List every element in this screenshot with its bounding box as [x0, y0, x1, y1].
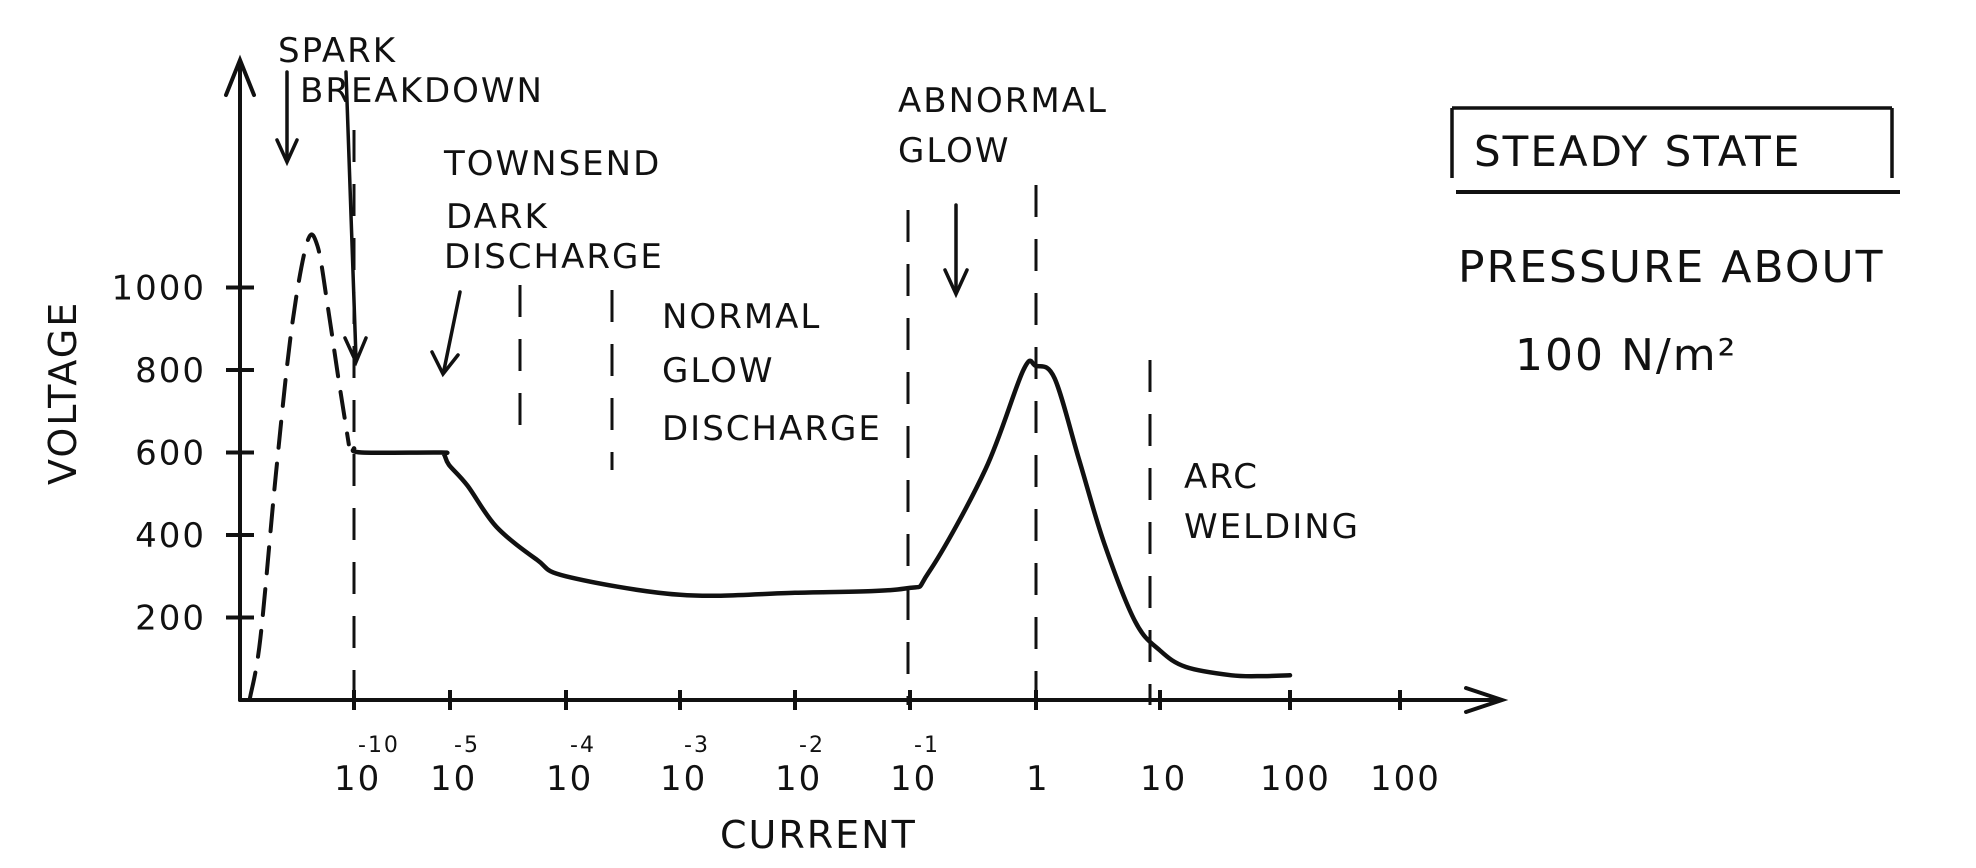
y-tick-label: 800 — [135, 351, 206, 391]
dark-arrow-shaft — [442, 290, 462, 372]
spark-breakdown-curve — [248, 232, 351, 700]
x-tick-label: 100 — [1370, 759, 1441, 799]
label-normal-line2: GLOW — [662, 351, 774, 391]
y-tick-label: 1000 — [111, 269, 206, 309]
label-spark-line1: SPARK — [278, 31, 397, 71]
y-axis-arrow — [224, 54, 256, 97]
spark-arrow-head — [275, 138, 299, 167]
x-tick-exponent: -3 — [684, 733, 710, 758]
x-tick-label: 10 — [890, 759, 937, 799]
y-tick-label: 200 — [135, 599, 206, 639]
x-axis-arrow — [1464, 686, 1509, 714]
label-abnormal-line2: GLOW — [898, 131, 1010, 171]
steady-state-title: STEADY STATE — [1474, 127, 1801, 176]
x-tick-exponent: -10 — [358, 733, 400, 758]
y-tick-label: 400 — [135, 516, 206, 556]
label-normal-line3: DISCHARGE — [662, 409, 882, 449]
label-dark-line2: DISCHARGE — [444, 237, 664, 277]
x-tick-exponent: -5 — [454, 733, 480, 758]
kink-arrow-head — [343, 336, 368, 367]
x-tick-label: 1 — [1026, 759, 1050, 799]
label-arc-line2: WELDING — [1184, 507, 1360, 547]
dark-arrow-head — [430, 350, 460, 378]
x-tick-label: 10 — [546, 759, 593, 799]
label-normal-line1: NORMAL — [662, 297, 821, 337]
label-spark-line2: BREAKDOWN — [300, 71, 544, 111]
x-tick-exponent: -4 — [570, 733, 596, 758]
x-tick-exponent: -1 — [914, 733, 940, 758]
x-tick-label: 10 — [1140, 759, 1187, 799]
x-tick-label: 10 — [430, 759, 477, 799]
voltage-current-curve — [350, 358, 1293, 679]
label-abnormal-line1: ABNORMAL — [898, 81, 1108, 121]
label-townsend: TOWNSEND — [443, 144, 661, 184]
pressure-line1: PRESSURE ABOUT — [1458, 242, 1885, 293]
x-tick-label: 10 — [334, 759, 381, 799]
abnormal-arrow-head — [943, 268, 969, 299]
kink-arrow-shaft — [344, 70, 358, 360]
label-arc-line1: ARC — [1184, 457, 1259, 497]
y-tick-label: 600 — [135, 434, 206, 474]
x-tick-label: 10 — [775, 759, 822, 799]
x-tick-label: 10 — [660, 759, 707, 799]
x-tick-exponent: -2 — [799, 733, 825, 758]
pressure-line2: 100 N/m² — [1515, 330, 1737, 381]
x-tick-label: 100 — [1260, 759, 1331, 799]
label-dark-line1: DARK — [446, 197, 549, 237]
y-axis-title: VOLTAGE — [41, 301, 85, 485]
steady-state-box: STEADY STATE — [1450, 106, 1900, 194]
x-axis-title: CURRENT — [720, 813, 917, 857]
